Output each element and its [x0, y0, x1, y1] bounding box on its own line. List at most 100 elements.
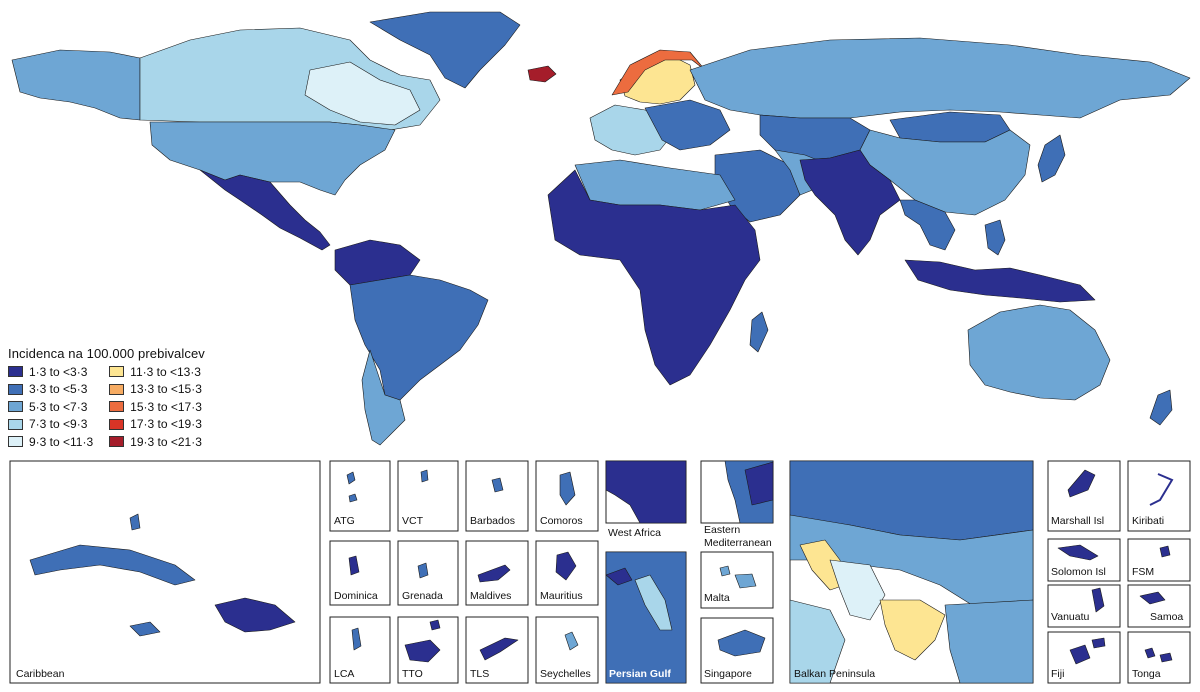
- inset-fsm-frame: [1127, 538, 1191, 582]
- inset-label-samoa: Samoa: [1150, 611, 1183, 623]
- legend-item: 19·3 to <21·3: [109, 434, 202, 450]
- inset-label-barbados: Barbados: [470, 515, 515, 527]
- inset-tonga-frame: [1127, 631, 1191, 684]
- inset-label-grenada: Grenada: [402, 590, 443, 602]
- inset-label-maldives: Maldives: [470, 590, 511, 602]
- inset-label-kiribati: Kiribati: [1132, 515, 1164, 527]
- inset-vct-frame: [397, 460, 459, 532]
- region-new-zealand: [1149, 389, 1173, 426]
- inset-label-persian-gulf: Persian Gulf: [609, 668, 671, 680]
- region-africa: [547, 169, 761, 386]
- inset-label-fiji: Fiji: [1051, 668, 1064, 680]
- inset-balkan: [789, 460, 1034, 684]
- region-south-asia: [799, 149, 901, 256]
- inset-label-mauritius: Mauritius: [540, 590, 583, 602]
- legend-swatch: [109, 436, 125, 448]
- inset-caribbean: [29, 513, 296, 637]
- legend-item: 17·3 to <19·3: [109, 417, 202, 433]
- inset-dominica-frame: [329, 540, 391, 606]
- legend-column-1: 1·3 to <3·3 3·3 to <5·3 5·3 to <7·3 7·3 …: [8, 364, 93, 450]
- main-map: [11, 11, 1191, 446]
- region-greenland: [369, 11, 521, 89]
- region-mongolia: [889, 111, 1011, 143]
- inset-label-balkan: Balkan Peninsula: [794, 668, 875, 680]
- region-usa: [149, 121, 396, 196]
- inset-label-seychelles: Seychelles: [540, 668, 591, 680]
- inset-marshall-frame: [1047, 460, 1121, 532]
- legend-label: 17·3 to <19·3: [130, 417, 202, 432]
- inset-grenada-frame: [397, 540, 459, 606]
- legend-item: 13·3 to <15·3: [109, 382, 202, 398]
- legend-item: 3·3 to <5·3: [8, 382, 93, 398]
- inset-barbados-frame: [465, 460, 529, 532]
- region-indonesia: [904, 259, 1096, 303]
- region-southeast-asia: [899, 199, 956, 251]
- legend-label: 13·3 to <15·3: [130, 382, 202, 397]
- region-canada-east: [304, 61, 421, 126]
- legend-swatch: [8, 436, 23, 448]
- legend-swatch: [109, 418, 125, 430]
- inset-label-eastern-med-2: Mediterranean: [704, 537, 772, 549]
- region-southern-cone: [361, 349, 406, 446]
- region-alaska: [11, 49, 141, 121]
- legend-label: 5·3 to <7·3: [29, 399, 88, 414]
- legend-item: 7·3 to <9·3: [8, 417, 93, 433]
- inset-singapore-frame: [700, 617, 774, 684]
- legend-label: 15·3 to <17·3: [130, 399, 202, 414]
- inset-vanuatu-frame: [1047, 584, 1121, 628]
- inset-label-singapore: Singapore: [704, 668, 752, 680]
- inset-solomon-frame: [1047, 538, 1121, 582]
- inset-fiji-frame: [1047, 631, 1121, 684]
- legend-item: 15·3 to <17·3: [109, 399, 202, 415]
- legend-column-2: 11·3 to <13·3 13·3 to <15·3 15·3 to <17·…: [109, 364, 202, 450]
- legend-item: 11·3 to <13·3: [109, 364, 202, 380]
- legend-swatch: [109, 366, 125, 378]
- inset-label-eastern-med-1: Eastern: [704, 524, 740, 536]
- map-legend: Incidenca na 100.000 prebivalcev 1·3 to …: [8, 346, 238, 450]
- legend-label: 1·3 to <3·3: [29, 364, 88, 379]
- inset-label-comoros: Comoros: [540, 515, 583, 527]
- region-russia: [689, 37, 1191, 119]
- region-europe-east: [644, 99, 731, 151]
- inset-samoa-frame: [1127, 584, 1191, 628]
- inset-atg-frame: [329, 460, 391, 532]
- legend-label: 9·3 to <11·3: [29, 434, 94, 449]
- inset-lca-frame: [329, 616, 391, 684]
- inset-label-dominica: Dominica: [334, 590, 378, 602]
- inset-label-marshall: Marshall Isl: [1051, 515, 1104, 527]
- legend-swatch: [8, 401, 23, 413]
- inset-label-fsm: FSM: [1132, 566, 1154, 578]
- legend-title: Incidenca na 100.000 prebivalcev: [8, 346, 205, 361]
- region-mexico: [199, 169, 331, 251]
- inset-label-tonga: Tonga: [1132, 668, 1161, 680]
- inset-label-tto: TTO: [402, 668, 423, 680]
- legend-item: 1·3 to <3·3: [8, 364, 93, 380]
- legend-item: 5·3 to <7·3: [8, 399, 93, 415]
- region-madagascar: [749, 311, 769, 353]
- legend-label: 3·3 to <5·3: [29, 382, 88, 397]
- inset-label-caribbean: Caribbean: [16, 668, 65, 680]
- legend-swatch: [8, 366, 23, 378]
- inset-label-vct: VCT: [402, 515, 424, 527]
- region-philippines: [984, 219, 1006, 256]
- inset-label-malta: Malta: [704, 592, 730, 604]
- legend-swatch: [8, 418, 23, 430]
- inset-label-solomon: Solomon Isl: [1051, 566, 1106, 578]
- legend-item: 9·3 to <11·3: [8, 434, 93, 450]
- region-australia: [967, 304, 1111, 401]
- legend-swatch: [109, 401, 125, 413]
- inset-label-atg: ATG: [334, 515, 355, 527]
- inset-label-tls: TLS: [470, 668, 489, 680]
- region-iceland: [527, 65, 557, 83]
- legend-label: 19·3 to <21·3: [130, 434, 202, 449]
- inset-label-vanuatu: Vanuatu: [1051, 611, 1089, 623]
- inset-kiribati-frame: [1127, 460, 1191, 532]
- legend-label: 11·3 to <13·3: [130, 364, 201, 379]
- inset-label-lca: LCA: [334, 668, 354, 680]
- legend-label: 7·3 to <9·3: [29, 417, 88, 432]
- region-norway: [611, 49, 706, 96]
- region-japan: [1037, 134, 1066, 183]
- inset-seychelles-frame: [535, 616, 599, 684]
- legend-swatch: [109, 383, 125, 395]
